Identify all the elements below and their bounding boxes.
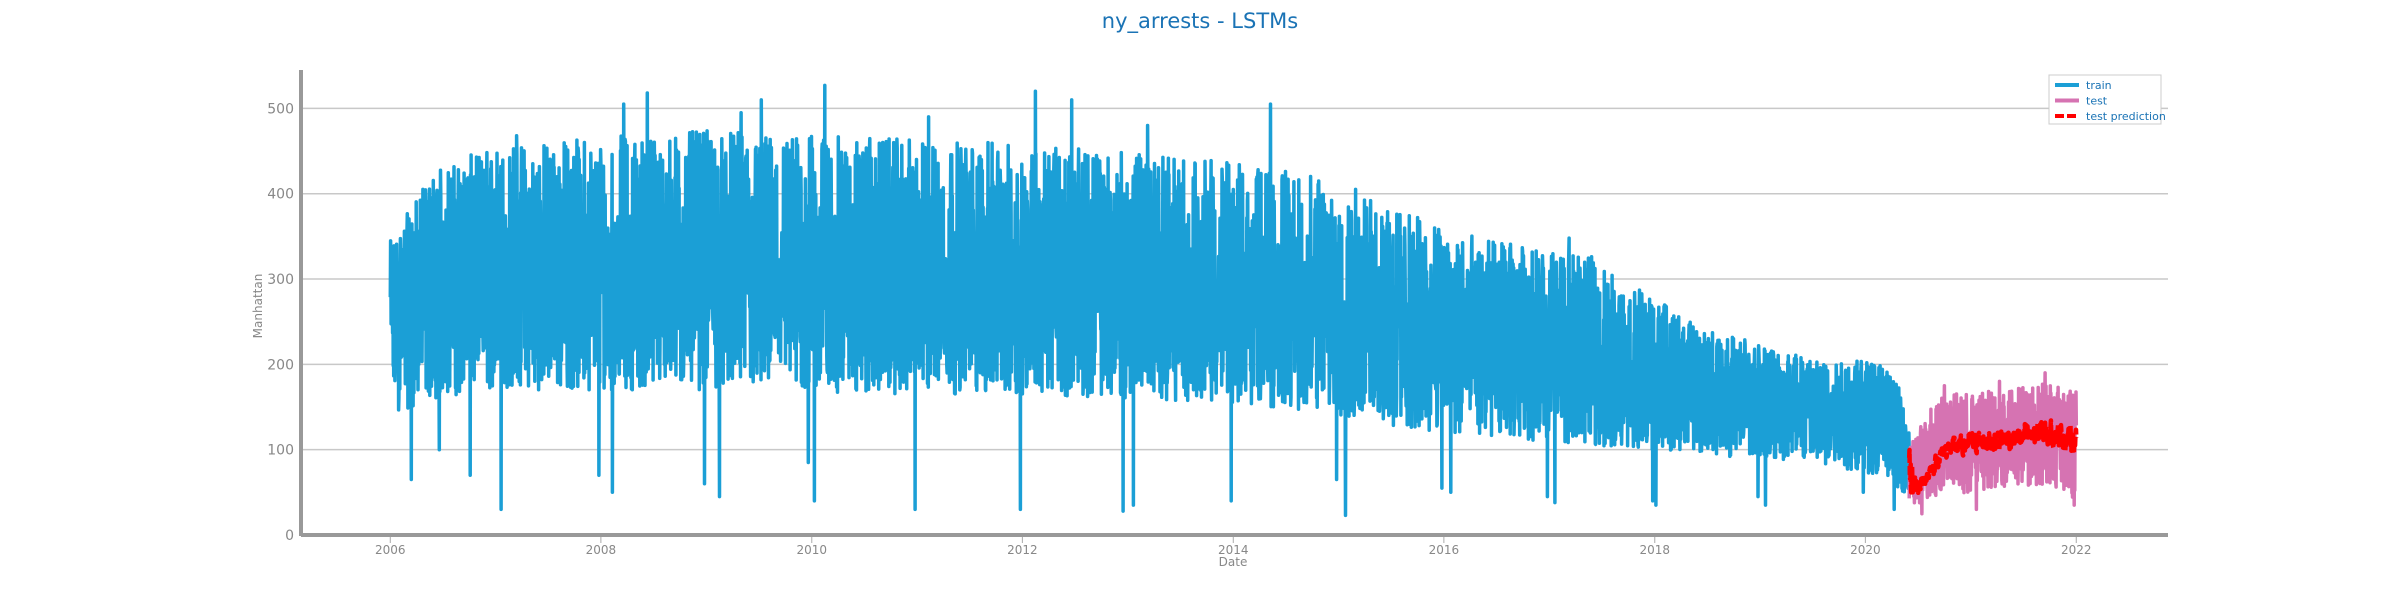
y-tick-label: 100: [267, 443, 294, 459]
x-tick-label: 2022: [2061, 543, 2092, 557]
y-tick-label: 400: [267, 187, 294, 203]
x-axis-ticks: 2006 2008 2010 2012 2014 2016 2018 2020 2022: [375, 537, 2092, 557]
y-tick-label: 300: [267, 272, 294, 288]
series-line-train: [388, 83, 1911, 518]
x-tick-label: 2006: [375, 543, 406, 557]
y-tick-label: 200: [267, 357, 294, 373]
y-axis-label: Manhattan: [251, 274, 265, 339]
chart-title: ny_arrests - LSTMs: [1102, 9, 1298, 34]
y-tick-label: 500: [267, 101, 294, 117]
x-axis-label: Date: [1219, 555, 1248, 569]
legend: train test test prediction: [2048, 74, 2166, 125]
x-tick-label: 2020: [1850, 543, 1881, 557]
x-tick-label: 2010: [797, 543, 828, 557]
x-tick-label: 2014: [1218, 543, 1249, 557]
series-line-test-prediction: [1906, 418, 2079, 496]
x-tick-label: 2016: [1429, 543, 1460, 557]
x-tick-label: 2012: [1007, 543, 1038, 557]
x-tick-label: 2018: [1639, 543, 1670, 557]
legend-label: test: [2086, 95, 2108, 108]
legend-label: test prediction: [2086, 110, 2166, 123]
legend-label: train: [2086, 79, 2112, 92]
series-layer: [388, 83, 2079, 518]
x-tick-label: 2008: [586, 543, 617, 557]
y-tick-label: 0: [285, 528, 294, 544]
y-axis-ticks: 0 100 200 300 400 500: [267, 101, 294, 544]
